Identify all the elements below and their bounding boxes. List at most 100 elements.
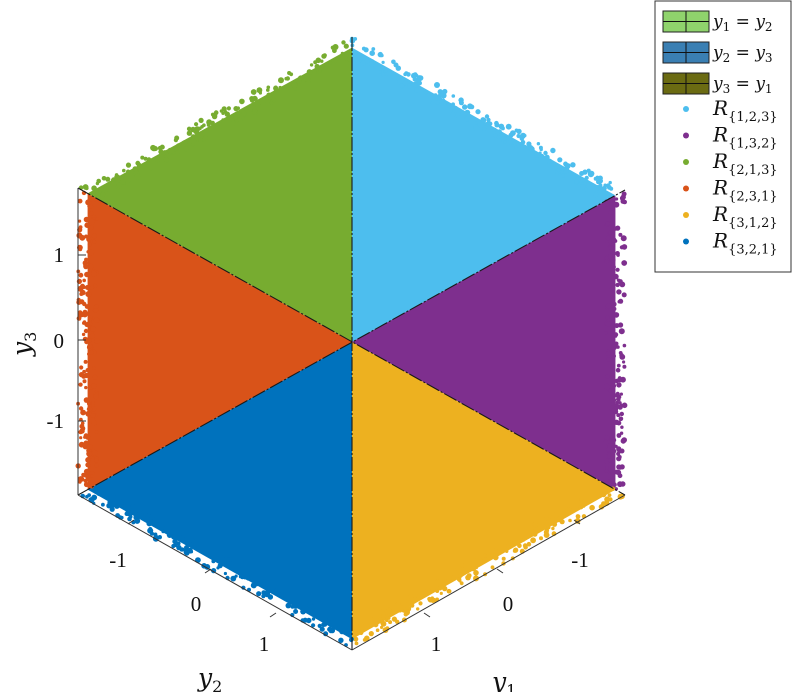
scatter-point <box>505 123 512 130</box>
scatter-point <box>78 272 84 278</box>
scatter-point <box>88 225 94 231</box>
scatter-point <box>306 617 312 624</box>
scatter-point <box>86 401 91 406</box>
scatter-point <box>116 174 120 179</box>
y1-tick-mark <box>496 568 504 574</box>
y2-axis-label: y2 <box>197 663 222 692</box>
scatter-point <box>466 573 472 578</box>
scatter-point <box>586 168 591 173</box>
scatter-point <box>308 70 313 75</box>
scatter-point <box>77 310 83 315</box>
scatter-point <box>87 317 92 322</box>
scatter-point <box>278 85 283 90</box>
scatter-regions <box>75 36 628 647</box>
scatter-point <box>184 545 189 551</box>
scatter-point <box>322 621 328 627</box>
scatter-point <box>375 628 380 632</box>
scatter-point <box>157 535 162 540</box>
scatter-point <box>137 511 141 516</box>
scatter-point <box>122 168 126 173</box>
scatter-point <box>496 135 501 140</box>
scatter-point <box>98 189 102 194</box>
scatter-point <box>90 413 96 418</box>
scatter-point <box>621 292 627 298</box>
scatter-point <box>150 144 156 151</box>
legend-marker <box>683 132 689 139</box>
scatter-point <box>454 106 458 110</box>
scatter-point <box>616 433 622 438</box>
scatter-point <box>94 430 99 434</box>
scatter-point <box>89 333 96 339</box>
scatter-point <box>491 548 498 554</box>
scatter-point <box>240 565 246 571</box>
y2-tick-mark <box>127 519 135 525</box>
scatter-point <box>169 147 175 154</box>
scatter-point <box>434 82 440 88</box>
scatter-point <box>615 400 619 405</box>
scatter-point <box>252 108 258 114</box>
scatter-point <box>433 93 438 98</box>
scatter-point <box>91 449 98 456</box>
scatter-point <box>79 436 83 440</box>
scatter-point <box>368 631 374 637</box>
scatter-point <box>126 169 131 174</box>
scatter-point <box>85 462 91 468</box>
scatter-point <box>603 383 610 390</box>
scatter-point <box>617 455 622 459</box>
scatter-point <box>223 556 229 562</box>
scatter-point <box>233 114 238 120</box>
scatter-point <box>595 175 600 180</box>
scatter-point <box>250 574 256 580</box>
scatter-point <box>79 234 86 241</box>
region-321 <box>87 342 352 640</box>
scatter-point <box>328 61 333 65</box>
scatter-point <box>87 242 92 247</box>
scatter-point <box>404 612 409 616</box>
scatter-point <box>322 53 327 58</box>
scatter-point <box>321 610 328 617</box>
scatter-point <box>84 285 90 290</box>
scatter-point <box>119 176 124 181</box>
scatter-point <box>568 518 572 523</box>
scatter-point <box>83 468 90 475</box>
scatter-point <box>328 628 333 634</box>
scatter-point <box>289 72 294 77</box>
legend-plane-label: y2 = y3 <box>712 43 773 65</box>
scatter-point <box>117 500 124 507</box>
scatter-point <box>267 594 274 600</box>
scatter-point <box>587 171 594 178</box>
scatter-point <box>87 493 91 497</box>
scatter-point <box>480 117 486 123</box>
scatter-point <box>76 297 81 302</box>
scatter-point <box>597 178 603 184</box>
scatter-point <box>387 608 392 613</box>
scatter-point <box>91 185 97 191</box>
scatter-point <box>605 221 610 226</box>
scatter-point <box>610 242 616 248</box>
scatter-point <box>608 210 614 215</box>
scatter-point <box>604 435 610 441</box>
scatter-point <box>417 80 422 86</box>
legend-marker <box>683 106 689 112</box>
scatter-point <box>284 84 289 89</box>
scatter-point <box>583 169 588 174</box>
region-123 <box>352 47 616 343</box>
scatter-point <box>163 526 169 531</box>
scatter-point <box>78 219 82 223</box>
scatter-point <box>442 100 447 105</box>
scatter-point <box>474 121 478 125</box>
scatter-point <box>278 77 284 84</box>
scatter-point <box>338 637 344 643</box>
scatter-point <box>505 549 509 553</box>
y2-tick-label: 1 <box>259 632 270 656</box>
legend-series-label: R{3,1,2} <box>712 202 778 231</box>
scatter-point <box>130 504 135 508</box>
scatter-point <box>604 496 611 503</box>
scatter-point <box>92 366 96 370</box>
scatter-point <box>619 354 626 360</box>
scatter-point <box>613 312 620 318</box>
scatter-point <box>101 491 106 496</box>
plane-line-3 <box>77 189 626 496</box>
scatter-point <box>364 58 370 64</box>
scatter-point <box>176 531 182 537</box>
